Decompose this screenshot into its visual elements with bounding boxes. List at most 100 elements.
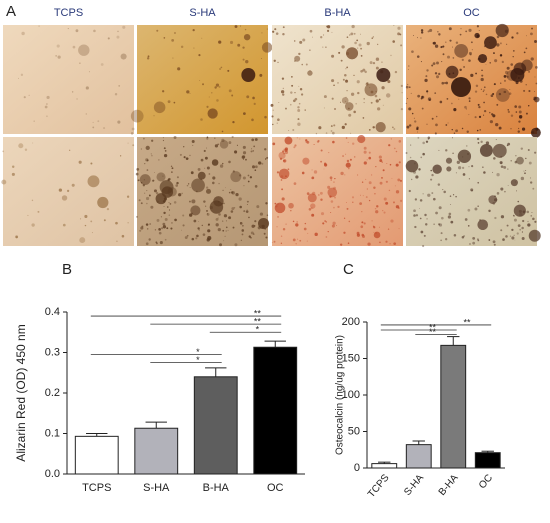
texture (496, 173, 500, 177)
texture (231, 94, 234, 97)
texture (477, 219, 489, 231)
texture (150, 153, 152, 155)
texture (334, 108, 336, 110)
texture (381, 86, 385, 90)
texture (510, 128, 512, 130)
texture (352, 201, 354, 203)
texture (458, 98, 460, 100)
micrograph (3, 25, 134, 134)
texture (280, 235, 283, 237)
texture (511, 236, 515, 240)
texture (320, 160, 323, 163)
texture (220, 66, 223, 69)
texture (405, 102, 407, 104)
texture (173, 201, 177, 204)
texture (58, 188, 63, 192)
texture (527, 149, 530, 151)
texture (154, 171, 155, 173)
texture (440, 46, 443, 49)
texture (292, 129, 295, 132)
texture (140, 202, 143, 205)
texture (212, 181, 215, 185)
column-label: S-HA (189, 7, 216, 19)
texture (313, 143, 315, 146)
texture (360, 55, 363, 57)
texture (97, 196, 109, 209)
texture (246, 95, 250, 99)
texture (513, 204, 526, 217)
texture (470, 41, 473, 44)
texture (162, 225, 167, 229)
texture (438, 223, 441, 226)
texture (207, 229, 211, 233)
texture (373, 186, 376, 189)
texture (372, 225, 375, 228)
texture (309, 29, 313, 33)
texture (132, 144, 135, 147)
texture (327, 185, 331, 189)
texture (470, 188, 474, 192)
texture (379, 181, 383, 185)
texture (504, 190, 506, 193)
texture (330, 179, 333, 181)
texture (271, 241, 273, 243)
texture (255, 165, 258, 169)
texture (136, 167, 140, 171)
texture (45, 103, 48, 105)
texture (242, 58, 245, 61)
texture (360, 47, 363, 50)
texture (349, 34, 351, 36)
texture (219, 164, 224, 168)
texture (337, 82, 339, 84)
y-tick-label: 50 (348, 425, 360, 437)
texture (297, 106, 300, 109)
texture (420, 29, 424, 32)
texture (398, 161, 401, 164)
texture (230, 210, 234, 213)
texture (206, 238, 210, 242)
texture (338, 51, 341, 54)
texture (344, 100, 347, 102)
texture (371, 37, 374, 39)
texture (293, 182, 297, 185)
texture (283, 159, 287, 163)
texture (478, 106, 481, 109)
texture (206, 209, 208, 212)
texture (235, 192, 239, 197)
texture (163, 211, 166, 215)
texture (385, 240, 388, 243)
texture (251, 118, 254, 122)
texture (415, 214, 419, 217)
texture (333, 84, 335, 86)
texture (528, 229, 541, 242)
texture (199, 79, 201, 81)
texture (420, 31, 424, 34)
texture (422, 141, 425, 145)
y-tick-label: 0.1 (45, 427, 60, 439)
texture (451, 102, 453, 105)
texture (452, 194, 455, 196)
texture (523, 89, 526, 92)
texture (356, 39, 359, 42)
texture (340, 59, 343, 62)
texture (135, 172, 139, 176)
texture (495, 122, 499, 127)
texture (366, 41, 370, 46)
texture (378, 98, 381, 101)
texture (251, 148, 253, 150)
texture (530, 32, 533, 36)
texture (362, 195, 364, 197)
texture (186, 234, 189, 237)
texture (181, 229, 182, 231)
texture (433, 223, 435, 225)
texture (378, 226, 380, 228)
texture (347, 107, 350, 110)
texture (521, 127, 526, 131)
texture (381, 176, 383, 179)
texture (377, 107, 381, 111)
texture (520, 147, 523, 150)
texture (467, 208, 471, 212)
texture (304, 222, 307, 225)
texture (525, 84, 527, 86)
texture (431, 117, 434, 120)
